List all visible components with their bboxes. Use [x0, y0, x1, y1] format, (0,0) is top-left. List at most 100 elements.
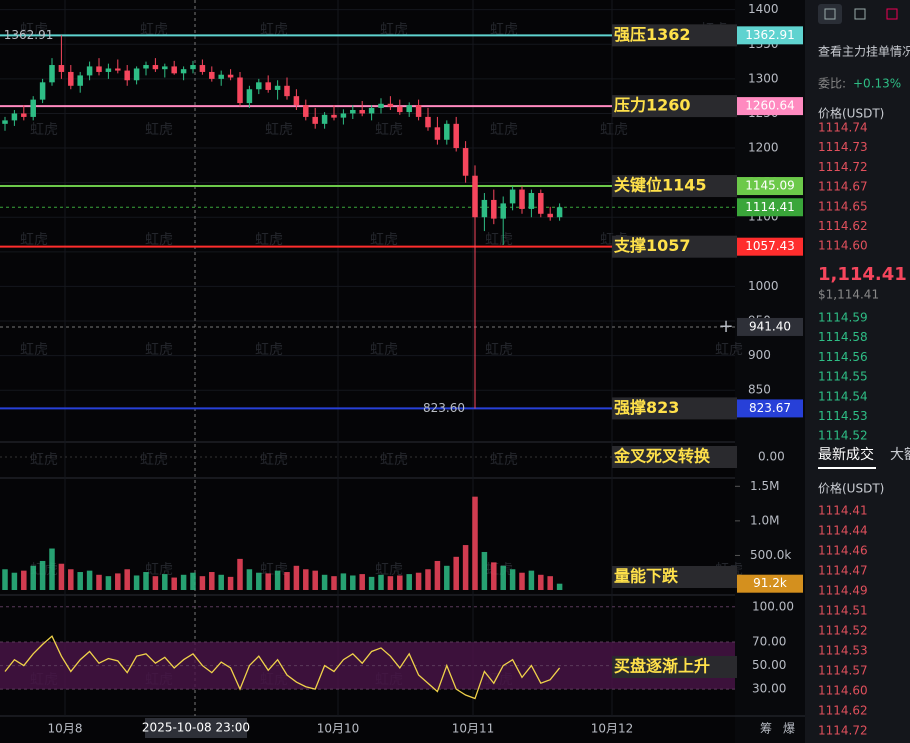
crosshair-price: 941.40	[749, 319, 791, 333]
volume-bar	[331, 576, 337, 590]
watermark: 虹虎	[370, 232, 398, 248]
icon[interactable]	[818, 4, 842, 24]
candle-body	[368, 107, 375, 114]
volume-bar	[143, 572, 149, 590]
ratio: +0.13%	[853, 77, 901, 91]
level-price: 1260.64	[745, 99, 795, 113]
annotation: 金叉死叉转换	[613, 447, 711, 466]
volume-bar	[491, 562, 497, 590]
volume-bar	[265, 573, 271, 590]
level-tag	[737, 237, 803, 256]
candle-body	[133, 68, 140, 81]
bid-price: 1114.52	[818, 429, 868, 443]
y-tick-label: 900	[748, 348, 771, 362]
candle-body	[86, 66, 93, 76]
watermark: 虹虎	[30, 452, 58, 468]
level-price: 823.67	[749, 401, 791, 415]
level-label: 强撑823	[614, 398, 679, 417]
watermark: 虹虎	[145, 122, 173, 138]
watermark: 虹虎	[145, 342, 173, 358]
rsi-line	[4, 635, 561, 700]
icon[interactable]	[824, 8, 836, 20]
volume-bar	[519, 572, 525, 590]
candle-body	[462, 148, 469, 176]
volume-bar	[378, 574, 384, 590]
volume-bar	[218, 574, 224, 590]
volume-bar	[547, 576, 553, 590]
volume-bar	[359, 574, 365, 590]
x-tick-label: 10月10	[317, 722, 360, 736]
candle-body	[331, 114, 337, 118]
volume-bar	[368, 576, 375, 590]
trade-price: 1114.62	[818, 704, 868, 718]
candle-body	[547, 213, 553, 218]
volume-bar	[124, 569, 130, 590]
y-tick-label: 0.00	[758, 450, 785, 464]
toolbar-icons[interactable]	[818, 4, 898, 24]
y-tick-label: 70.00	[752, 635, 786, 649]
candle-body	[171, 66, 177, 74]
volume-bar	[350, 575, 356, 590]
candle-body	[321, 114, 328, 124]
trade-price: 1114.51	[818, 604, 868, 618]
candle-body	[556, 207, 563, 218]
y-tick-label: 1.5M	[750, 479, 779, 493]
candle-body	[509, 189, 516, 204]
volume-bar	[406, 574, 412, 590]
ask-price: 1114.73	[818, 140, 868, 154]
candle-body	[528, 193, 535, 209]
trade-price: 1114.57	[818, 664, 868, 678]
volume-bar	[556, 583, 563, 590]
candle-body	[162, 66, 168, 70]
ask-price: 1114.62	[818, 219, 868, 233]
bid-price: 1114.56	[818, 350, 868, 364]
icon[interactable]	[854, 8, 866, 20]
trade-price: 1114.60	[818, 684, 868, 698]
volume-bar	[199, 576, 206, 590]
y-tick-label: 30.00	[752, 682, 786, 696]
watermark: 虹虎	[140, 452, 168, 468]
tab[interactable]: 最新成交	[818, 446, 874, 463]
candle-body	[49, 65, 55, 83]
y-tick-label: 1300	[748, 71, 779, 85]
bid-price: 1114.54	[818, 389, 868, 403]
volume-bar	[434, 560, 441, 590]
level-label: 压力1260	[614, 96, 691, 115]
icon[interactable]	[886, 8, 898, 20]
candle-body	[2, 120, 8, 124]
candle-body	[293, 96, 300, 106]
corner-label[interactable]: 筹	[760, 722, 772, 736]
candle-body	[96, 66, 102, 72]
volume-bar	[472, 496, 478, 590]
volume-bar	[481, 551, 488, 590]
candle-body	[519, 189, 525, 209]
crosshair-tag	[737, 317, 803, 336]
y-tick-label: 850	[748, 383, 771, 397]
watermark: 虹虎	[265, 122, 293, 138]
crosshair-time: 2025-10-08 23:00	[142, 721, 250, 735]
ask-price: 1114.74	[818, 121, 868, 135]
watermark: 虹虎	[490, 452, 518, 468]
level-price: 1145.09	[745, 179, 795, 193]
candle-body	[284, 85, 290, 97]
volume-bar	[397, 575, 403, 590]
tab[interactable]: 大额	[890, 447, 910, 463]
ask-price: 1114.72	[818, 160, 868, 174]
annotation-bg	[612, 446, 737, 468]
sidebar-link[interactable]: 查看主力挂单情况	[818, 45, 910, 59]
level-label-bg	[612, 397, 737, 420]
corner-label[interactable]: 爆	[783, 722, 795, 736]
volume-bar	[509, 569, 516, 590]
annotation: 量能下跌	[614, 567, 679, 586]
ask-price: 1114.67	[818, 180, 868, 194]
volume-bar	[49, 548, 55, 590]
level-tag	[737, 26, 803, 45]
candle-body	[415, 105, 422, 117]
level-tag	[737, 97, 803, 116]
y-tick-label: 1000	[748, 279, 779, 293]
y-tick-label: 1400	[748, 2, 779, 16]
candle-body	[77, 75, 83, 86]
watermark: 虹虎	[145, 232, 173, 248]
watermark: 虹虎	[30, 122, 58, 138]
trades-header: 价格(USDT)	[818, 481, 884, 496]
